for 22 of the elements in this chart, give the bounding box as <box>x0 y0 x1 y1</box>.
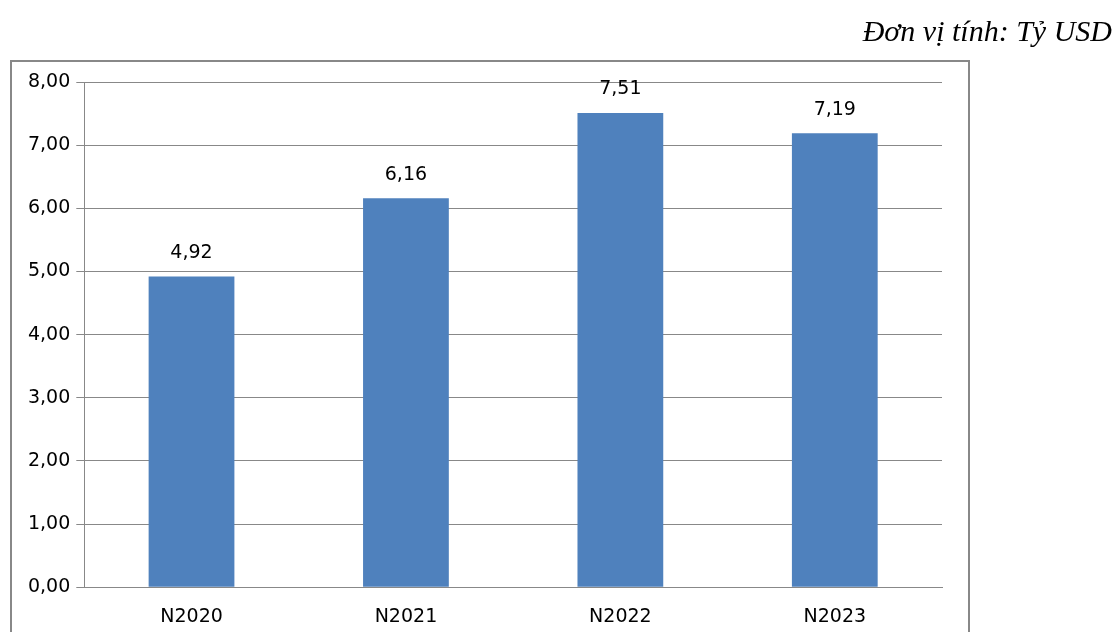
text: Đơn vị tính: Tỷ USD <box>862 14 1112 48</box>
y-tick-label: 4,00 <box>27 321 71 344</box>
x-tick-label: N2023 <box>803 603 867 626</box>
y-tick-label: 1,00 <box>27 510 71 533</box>
bar <box>577 112 664 587</box>
bar <box>791 133 878 587</box>
bar <box>148 276 235 587</box>
y-tick-label: 0,00 <box>27 574 71 597</box>
y-tick-label: 2,00 <box>27 447 71 470</box>
bar <box>363 198 449 587</box>
data-label: 7,51 <box>599 76 642 99</box>
x-tick-label: N2022 <box>589 603 652 626</box>
y-tick-label: 6,00 <box>27 195 71 218</box>
y-tick-label: 8,00 <box>27 68 71 91</box>
x-tick-label: N2020 <box>160 603 223 626</box>
y-tick-label: 3,00 <box>27 384 71 407</box>
data-label: 4,92 <box>170 239 213 262</box>
data-label: 6,16 <box>384 161 428 184</box>
y-tick-label: 5,00 <box>27 258 71 281</box>
data-label: 7,19 <box>813 96 856 119</box>
y-tick-label: 7,00 <box>27 132 71 155</box>
x-tick-label: N2021 <box>374 603 438 626</box>
